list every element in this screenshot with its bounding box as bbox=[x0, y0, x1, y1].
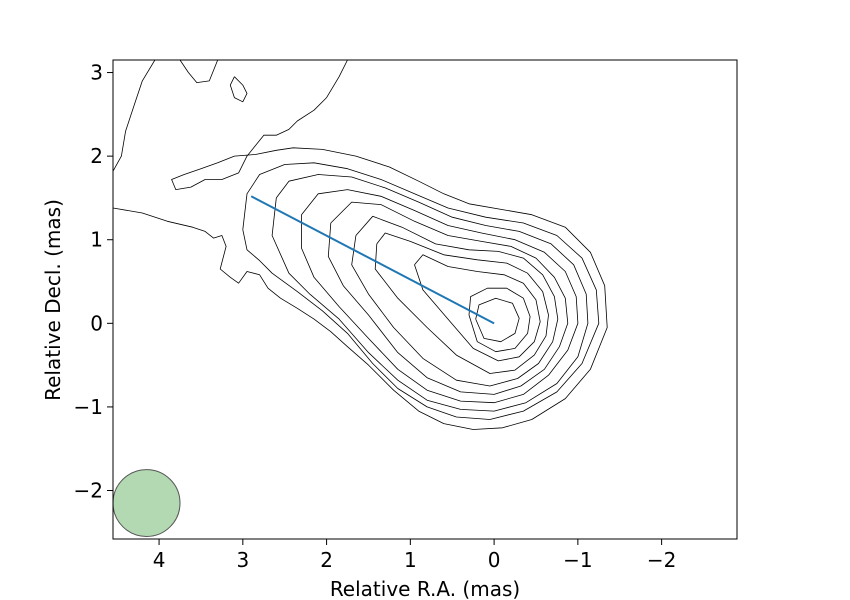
plot-frame bbox=[112, 59, 738, 540]
x-tick-label: 3 bbox=[236, 548, 249, 572]
x-tick-label: 1 bbox=[404, 548, 417, 572]
contour-level-11-path-0 bbox=[475, 297, 520, 343]
beam-layer bbox=[113, 469, 181, 537]
y-tick-label: 1 bbox=[90, 228, 103, 252]
x-tick-label: 0 bbox=[488, 548, 501, 572]
y-tick-label: −1 bbox=[74, 395, 103, 419]
y-tick-label: 2 bbox=[90, 144, 103, 168]
y-axis-ticks: −2 −1 0 1 2 3 bbox=[74, 61, 113, 503]
contour-level-7-path-0 bbox=[351, 215, 559, 387]
contour-level-5-path-0 bbox=[301, 189, 579, 404]
contour-level-10-path-0 bbox=[468, 287, 531, 353]
contour-level-8-path-0 bbox=[374, 232, 549, 374]
x-tick-label: −2 bbox=[647, 548, 676, 572]
x-axis-label: Relative R.A. (mas) bbox=[330, 577, 520, 600]
jet-axis-layer bbox=[250, 195, 495, 325]
x-tick-label: 4 bbox=[153, 548, 166, 572]
contour-level-6-path-0 bbox=[327, 201, 569, 395]
contour-level-1-path-1 bbox=[179, 60, 219, 83]
y-tick-label: 3 bbox=[90, 61, 103, 85]
contour-level-2-path-0 bbox=[229, 76, 248, 103]
contour-level-1-path-2 bbox=[113, 60, 156, 172]
restoring-beam bbox=[113, 469, 181, 537]
contour-lines bbox=[113, 60, 608, 430]
y-tick-label: 0 bbox=[90, 311, 103, 335]
contour-level-3-path-0 bbox=[242, 162, 600, 420]
x-axis-ticks: 4 3 2 1 0 −1 −2 bbox=[153, 539, 676, 572]
y-axis-label: Relative Decl. (mas) bbox=[41, 199, 65, 401]
contour-level-4-path-0 bbox=[271, 174, 589, 412]
jet-axis-line bbox=[250, 195, 495, 325]
x-tick-label: −1 bbox=[563, 548, 592, 572]
contour-level-1-path-0 bbox=[113, 60, 608, 430]
x-tick-label: 2 bbox=[320, 548, 333, 572]
contour-level-9-path-0 bbox=[414, 254, 541, 362]
y-tick-label: −2 bbox=[74, 479, 103, 503]
